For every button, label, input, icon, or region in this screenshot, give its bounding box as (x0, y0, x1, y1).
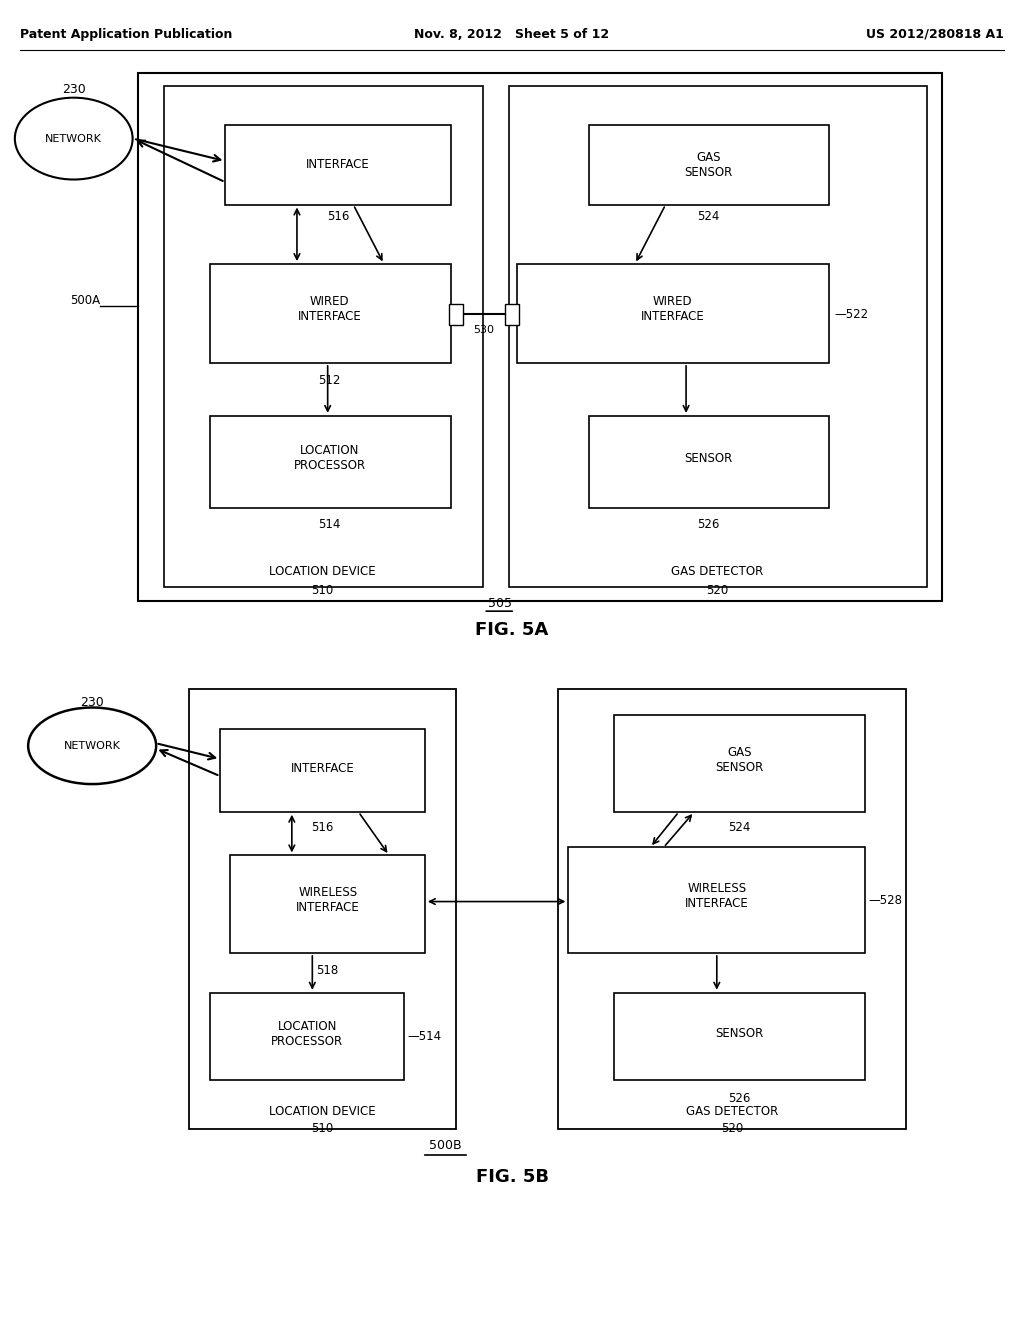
Text: LOCATION
PROCESSOR: LOCATION PROCESSOR (271, 1019, 343, 1048)
FancyBboxPatch shape (189, 689, 456, 1129)
Text: 514: 514 (318, 517, 341, 531)
FancyBboxPatch shape (210, 416, 451, 508)
Text: —514: —514 (408, 1030, 441, 1043)
FancyBboxPatch shape (509, 86, 927, 587)
Text: 516: 516 (327, 210, 349, 223)
Text: 526: 526 (697, 517, 720, 531)
Text: SENSOR: SENSOR (715, 1027, 764, 1040)
Text: 526: 526 (728, 1092, 751, 1105)
Text: 512: 512 (318, 374, 341, 387)
FancyBboxPatch shape (614, 715, 865, 812)
Text: LOCATION DEVICE: LOCATION DEVICE (269, 1105, 376, 1118)
Text: —528: —528 (868, 894, 902, 907)
FancyBboxPatch shape (589, 416, 829, 508)
FancyBboxPatch shape (558, 689, 906, 1129)
Text: Patent Application Publication: Patent Application Publication (20, 28, 232, 41)
Text: 524: 524 (697, 210, 720, 223)
Text: Nov. 8, 2012   Sheet 5 of 12: Nov. 8, 2012 Sheet 5 of 12 (415, 28, 609, 41)
Text: 520: 520 (706, 583, 728, 597)
Ellipse shape (28, 708, 156, 784)
Text: NETWORK: NETWORK (45, 133, 102, 144)
FancyBboxPatch shape (449, 304, 463, 325)
FancyBboxPatch shape (568, 847, 865, 953)
FancyBboxPatch shape (614, 993, 865, 1080)
Text: FIG. 5B: FIG. 5B (475, 1168, 549, 1187)
FancyBboxPatch shape (225, 125, 451, 205)
Text: 505: 505 (487, 597, 512, 610)
Text: 230: 230 (80, 696, 104, 709)
Text: 524: 524 (728, 821, 751, 834)
Text: WIRELESS
INTERFACE: WIRELESS INTERFACE (685, 882, 749, 911)
Text: 510: 510 (311, 583, 334, 597)
FancyBboxPatch shape (210, 264, 451, 363)
Text: 230: 230 (61, 83, 86, 96)
Text: 500A: 500A (71, 294, 100, 308)
Text: GAS DETECTOR: GAS DETECTOR (686, 1105, 778, 1118)
Text: LOCATION
PROCESSOR: LOCATION PROCESSOR (294, 444, 366, 473)
FancyBboxPatch shape (164, 86, 483, 587)
Text: 516: 516 (311, 821, 334, 834)
Text: INTERFACE: INTERFACE (306, 158, 370, 172)
Text: SENSOR: SENSOR (684, 451, 733, 465)
Text: US 2012/280818 A1: US 2012/280818 A1 (865, 28, 1004, 41)
FancyBboxPatch shape (138, 73, 942, 601)
Ellipse shape (14, 98, 133, 180)
FancyBboxPatch shape (230, 855, 425, 953)
Text: 520: 520 (721, 1122, 743, 1135)
FancyBboxPatch shape (505, 304, 519, 325)
Text: 510: 510 (311, 1122, 334, 1135)
Text: WIRED
INTERFACE: WIRED INTERFACE (641, 294, 705, 323)
Text: GAS
SENSOR: GAS SENSOR (715, 746, 764, 775)
Text: —522: —522 (835, 308, 868, 321)
FancyBboxPatch shape (589, 125, 829, 205)
Text: GAS
SENSOR: GAS SENSOR (684, 150, 733, 180)
Text: FIG. 5A: FIG. 5A (475, 620, 549, 639)
Text: WIRED
INTERFACE: WIRED INTERFACE (298, 294, 361, 323)
FancyBboxPatch shape (210, 993, 404, 1080)
Text: 518: 518 (316, 964, 339, 977)
Text: WIRELESS
INTERFACE: WIRELESS INTERFACE (296, 886, 359, 915)
Text: 530: 530 (473, 325, 494, 335)
Text: GAS DETECTOR: GAS DETECTOR (671, 565, 763, 578)
FancyBboxPatch shape (517, 264, 829, 363)
Text: INTERFACE: INTERFACE (291, 762, 354, 775)
FancyBboxPatch shape (220, 729, 425, 812)
Text: NETWORK: NETWORK (63, 741, 121, 751)
Text: LOCATION DEVICE: LOCATION DEVICE (269, 565, 376, 578)
Text: 500B: 500B (429, 1139, 462, 1152)
